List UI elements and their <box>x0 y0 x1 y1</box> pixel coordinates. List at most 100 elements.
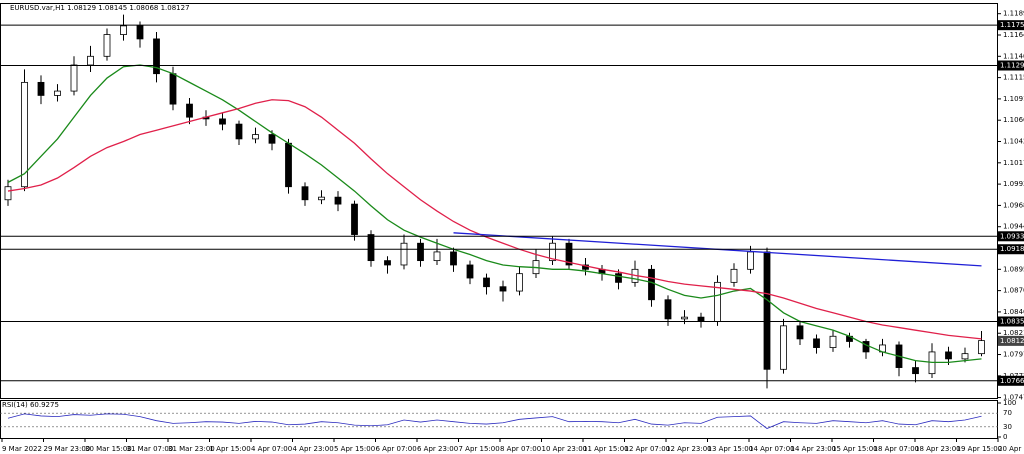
x-tick-label: 31 Mar 07:00 <box>127 445 174 453</box>
rsi-label: RSI(14) 60.9275 <box>2 401 59 409</box>
y-tick-label: 1.07970 <box>1003 351 1024 359</box>
level-label: 1.08350 <box>1000 317 1024 325</box>
candle-body <box>367 234 375 262</box>
rsi-tick-label: 0 <box>1003 433 1007 441</box>
candle-body <box>615 273 622 283</box>
level-label: 1.11294 <box>1000 62 1024 70</box>
candle-body <box>417 242 424 262</box>
candle-body <box>21 81 28 188</box>
x-tick-label: 18 Apr 07:00 <box>874 445 920 453</box>
candle-body <box>235 123 243 140</box>
y-tick-label: 1.11645 <box>1003 31 1024 39</box>
level-label-box <box>998 231 1024 242</box>
rsi-frame <box>0 400 998 439</box>
rsi-tick-label: 100 <box>1003 399 1016 407</box>
x-tick-label: 14 Apr 07:00 <box>749 445 795 453</box>
y-tick-label: 1.10420 <box>1003 138 1024 146</box>
candle-body <box>400 242 408 266</box>
x-tick-label: 12 Apr 23:00 <box>666 445 712 453</box>
candle-body <box>813 338 820 348</box>
x-tick-label: 8 Apr 07:00 <box>500 445 541 453</box>
rsi-line <box>7 413 982 429</box>
current-price-label: 1.08127 <box>1000 337 1024 345</box>
candle-body <box>516 273 523 292</box>
x-tick-label: 10 Apr 23:00 <box>542 445 588 453</box>
candle-body <box>796 325 804 340</box>
candle-body <box>862 341 870 353</box>
candle-body <box>318 196 325 201</box>
y-tick-label: 1.10910 <box>1003 95 1024 103</box>
level-label: 1.11758 <box>1000 21 1024 29</box>
candle-body <box>87 55 94 66</box>
x-tick-label: 5 Apr 15:00 <box>334 445 375 453</box>
level-label-box <box>998 316 1024 327</box>
x-tick-label: 4 Apr 23:00 <box>293 445 334 453</box>
candle-body <box>268 134 276 144</box>
candle-body <box>285 142 292 188</box>
current-price-box <box>998 335 1024 346</box>
y-tick-label: 1.08705 <box>1003 287 1024 295</box>
x-tick-label: 9 Mar 2022 <box>2 445 42 453</box>
candle-body <box>565 242 573 266</box>
level-label: 1.07668 <box>1000 377 1024 385</box>
x-tick-label: 4 Apr 07:00 <box>251 445 292 453</box>
candle-body <box>747 251 754 270</box>
candle-body <box>70 64 78 92</box>
candle-body <box>681 316 688 320</box>
candle-body <box>648 268 655 301</box>
candle-body <box>153 38 160 75</box>
x-tick-label: 6 Apr 23:00 <box>417 445 458 453</box>
candle-body <box>763 251 771 370</box>
candle-body <box>466 264 474 279</box>
candle-body <box>4 186 12 201</box>
x-tick-label: 13 Apr 15:00 <box>708 445 754 453</box>
y-tick-label: 1.07475 <box>1003 394 1024 402</box>
candle-body <box>978 340 985 355</box>
candle-body <box>54 90 61 96</box>
candle-body <box>945 351 952 360</box>
candle-body <box>301 186 309 201</box>
candle-body <box>384 260 391 266</box>
y-tick-label: 1.08950 <box>1003 265 1024 273</box>
x-tick-label: 29 Mar 23:00 <box>44 445 91 453</box>
candle-body <box>912 367 919 375</box>
candle-body <box>730 268 738 283</box>
candle-body <box>450 251 457 266</box>
x-tick-label: 14 Apr 23:00 <box>791 445 837 453</box>
candle-body <box>103 34 111 57</box>
x-tick-label: 1 Apr 15:00 <box>210 445 251 453</box>
y-tick-label: 1.10175 <box>1003 159 1024 167</box>
y-tick-label: 1.09930 <box>1003 180 1024 188</box>
x-tick-label: 19 Apr 15:00 <box>957 445 1003 453</box>
chart-title: EURUSD.var,H1 1.08129 1.08145 1.08068 1.… <box>10 4 190 12</box>
y-tick-label: 1.11155 <box>1003 74 1024 82</box>
x-tick-label: 11 Apr 15:00 <box>583 445 629 453</box>
candle-body <box>961 353 969 360</box>
x-tick-label: 30 Mar 15:00 <box>85 445 132 453</box>
x-tick-label: 31 Mar 23:00 <box>168 445 215 453</box>
level-label-box <box>998 244 1024 255</box>
y-tick-label: 1.11890 <box>1003 10 1024 18</box>
candle-body <box>169 73 177 105</box>
candle-body <box>37 81 45 96</box>
level-label: 1.09330 <box>1000 232 1024 240</box>
candle-body <box>433 251 441 262</box>
main-frame <box>0 3 998 399</box>
candle-body <box>582 264 589 270</box>
x-tick-label: 7 Apr 15:00 <box>459 445 500 453</box>
level-label-box <box>998 375 1024 386</box>
candle-body <box>219 118 226 125</box>
level-label-box <box>998 20 1024 31</box>
level-label-box <box>998 60 1024 71</box>
y-tick-label: 1.11400 <box>1003 52 1024 60</box>
y-tick-label: 1.09440 <box>1003 223 1024 231</box>
candle-body <box>664 299 672 320</box>
candle-body <box>483 277 490 288</box>
y-tick-label: 1.08215 <box>1003 329 1024 337</box>
candle-body <box>780 325 787 370</box>
candle-body <box>549 242 556 262</box>
candle-body <box>136 25 144 40</box>
y-tick-label: 1.08460 <box>1003 308 1024 316</box>
